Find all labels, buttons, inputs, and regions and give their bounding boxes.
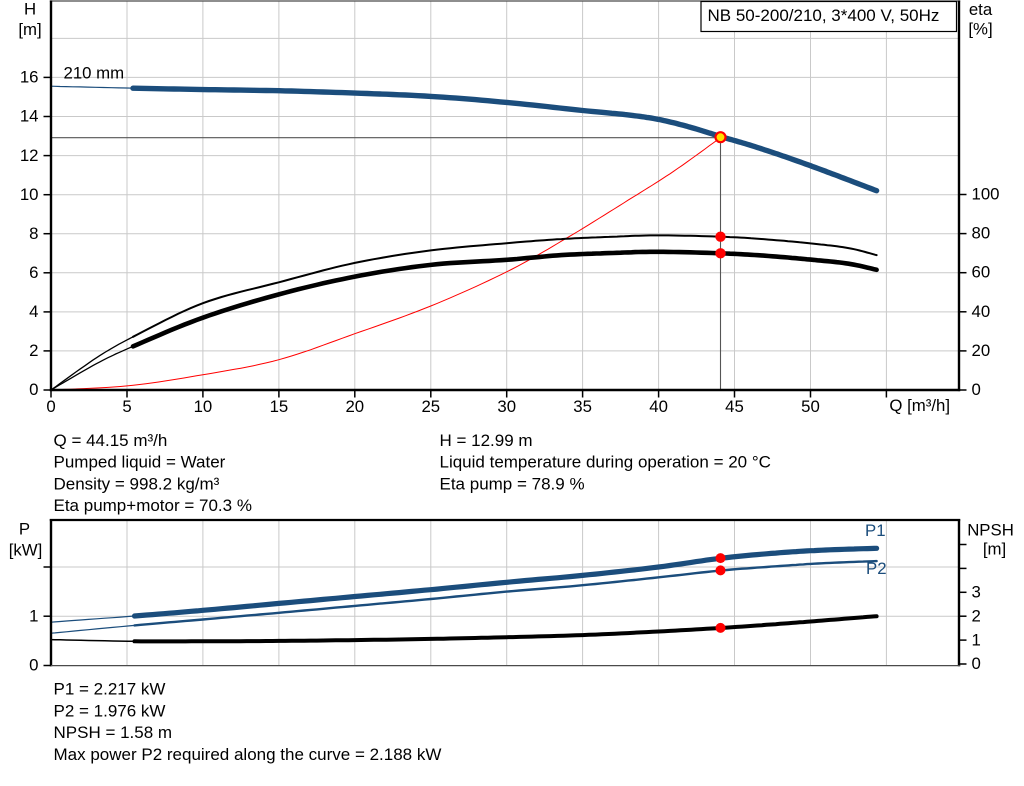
svg-text:H: H xyxy=(24,0,36,19)
svg-text:P2: P2 xyxy=(866,559,887,578)
svg-text:4: 4 xyxy=(29,302,38,321)
svg-text:0: 0 xyxy=(972,380,981,399)
svg-text:3: 3 xyxy=(972,583,981,602)
svg-text:0: 0 xyxy=(29,380,38,399)
svg-text:H = 12.99 m: H = 12.99 m xyxy=(440,431,533,450)
svg-text:eta: eta xyxy=(969,0,993,19)
svg-text:0: 0 xyxy=(29,656,38,675)
svg-text:P1: P1 xyxy=(865,521,886,540)
svg-text:20: 20 xyxy=(972,341,991,360)
svg-text:NPSH = 1.58 m: NPSH = 1.58 m xyxy=(54,723,173,742)
svg-text:[m]: [m] xyxy=(18,20,41,39)
svg-text:0: 0 xyxy=(46,397,55,416)
svg-text:0: 0 xyxy=(972,654,981,673)
svg-text:20: 20 xyxy=(345,397,364,416)
svg-text:[%]: [%] xyxy=(968,20,992,39)
svg-text:Max power P2 required along th: Max power P2 required along the curve = … xyxy=(54,745,442,764)
svg-text:5: 5 xyxy=(122,397,131,416)
svg-text:30: 30 xyxy=(497,397,516,416)
svg-text:Q = 44.15 m³/h: Q = 44.15 m³/h xyxy=(54,431,168,450)
svg-text:P: P xyxy=(19,520,30,539)
svg-text:2: 2 xyxy=(29,341,38,360)
svg-text:P1 = 2.217 kW: P1 = 2.217 kW xyxy=(54,680,166,699)
svg-text:[m]: [m] xyxy=(983,540,1006,559)
svg-text:60: 60 xyxy=(972,263,991,282)
svg-text:15: 15 xyxy=(270,397,289,416)
svg-text:Eta pump+motor = 70.3 %: Eta pump+motor = 70.3 % xyxy=(54,496,252,515)
svg-text:25: 25 xyxy=(421,397,440,416)
svg-text:Q [m³/h]: Q [m³/h] xyxy=(889,396,950,415)
svg-text:35: 35 xyxy=(573,397,592,416)
svg-text:NPSH: NPSH xyxy=(967,521,1014,540)
svg-text:40: 40 xyxy=(972,302,991,321)
svg-text:40: 40 xyxy=(649,397,668,416)
svg-text:2: 2 xyxy=(972,606,981,625)
svg-text:100: 100 xyxy=(972,185,1000,204)
svg-text:16: 16 xyxy=(20,68,39,87)
svg-text:NB 50-200/210, 3*400 V, 50Hz: NB 50-200/210, 3*400 V, 50Hz xyxy=(708,6,940,25)
svg-text:6: 6 xyxy=(29,263,38,282)
svg-text:50: 50 xyxy=(801,397,820,416)
svg-text:P2 = 1.976 kW: P2 = 1.976 kW xyxy=(54,701,166,720)
svg-text:210 mm: 210 mm xyxy=(64,64,125,83)
svg-text:45: 45 xyxy=(725,397,744,416)
svg-text:Pumped liquid = Water: Pumped liquid = Water xyxy=(54,453,226,472)
svg-text:1: 1 xyxy=(972,630,981,649)
svg-text:Eta pump = 78.9 %: Eta pump = 78.9 % xyxy=(440,474,585,493)
svg-text:1: 1 xyxy=(29,607,38,626)
svg-text:80: 80 xyxy=(972,224,991,243)
svg-text:10: 10 xyxy=(20,185,39,204)
svg-text:10: 10 xyxy=(194,397,213,416)
svg-text:Density = 998.2 kg/m³: Density = 998.2 kg/m³ xyxy=(54,474,220,493)
svg-text:12: 12 xyxy=(20,146,39,165)
svg-text:[kW]: [kW] xyxy=(9,541,43,560)
svg-text:Liquid temperature during oper: Liquid temperature during operation = 20… xyxy=(440,453,771,472)
svg-text:8: 8 xyxy=(29,224,38,243)
svg-text:14: 14 xyxy=(20,107,39,126)
